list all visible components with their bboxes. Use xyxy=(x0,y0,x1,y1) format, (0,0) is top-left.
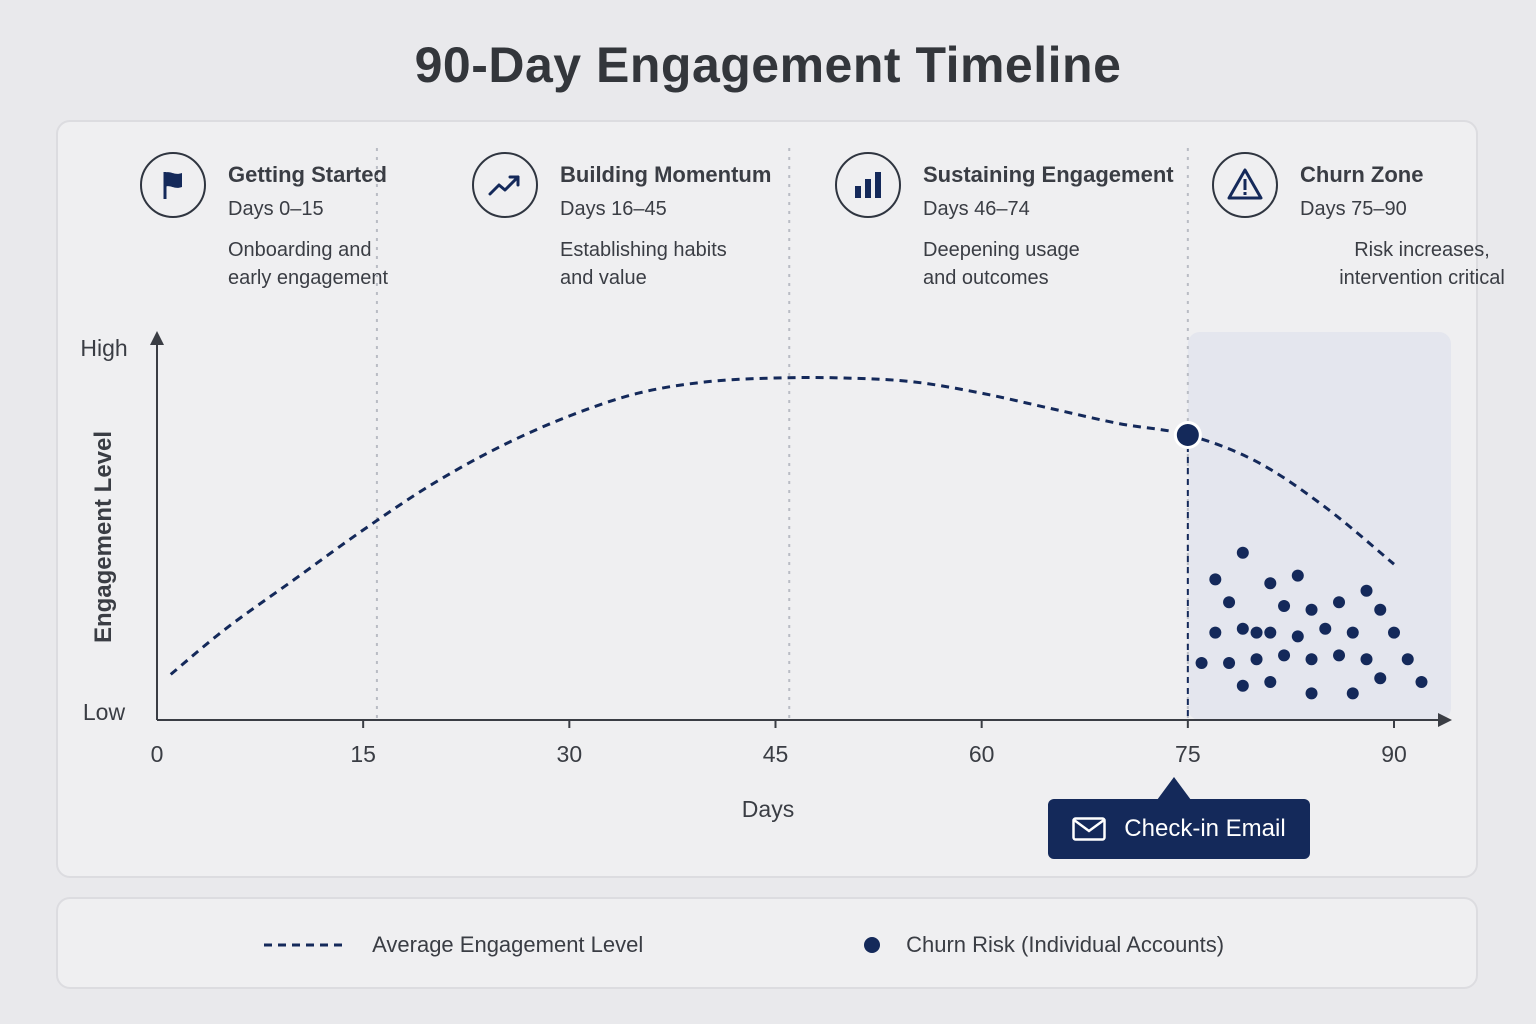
churn-risk-point xyxy=(1250,626,1263,639)
churn-risk-point xyxy=(1374,672,1387,685)
churn-risk-point xyxy=(1278,600,1291,612)
x-axis-label: Days xyxy=(742,796,794,822)
churn-risk-point xyxy=(1346,626,1359,639)
churn-risk-point xyxy=(1236,546,1249,559)
annotation-marker xyxy=(1176,424,1199,446)
warning-icon xyxy=(1212,152,1278,218)
churn-risk-point xyxy=(1209,573,1222,586)
legend-line-label: Average Engagement Level xyxy=(372,932,644,958)
phase-description: Establishing habits and value xyxy=(560,239,727,289)
x-tick-label: 75 xyxy=(1175,741,1201,767)
phase-title: Churn Zone xyxy=(1300,162,1424,187)
churn-risk-point xyxy=(1195,657,1208,669)
legend-item-line: Average Engagement Level xyxy=(262,931,643,958)
mail-icon xyxy=(1072,817,1107,841)
phase-description: Onboarding and early engagement xyxy=(228,239,389,289)
phase-range: Days 16–45 xyxy=(560,198,667,220)
callout-pointer xyxy=(1157,777,1191,800)
check-in-email-label: Check-in Email xyxy=(1124,815,1286,842)
churn-risk-point xyxy=(1360,584,1373,597)
churn-risk-point xyxy=(1360,653,1373,666)
x-axis-arrow xyxy=(1438,713,1452,727)
churn-risk-point xyxy=(1278,649,1291,662)
y-axis-label: Engagement Level xyxy=(90,431,117,643)
churn-risk-point xyxy=(1223,596,1236,609)
bar-chart-icon xyxy=(835,152,901,218)
x-tick-label: 45 xyxy=(763,741,789,767)
churn-risk-point xyxy=(1264,626,1277,639)
legend-card xyxy=(56,897,1478,989)
y-tick-label-high: High xyxy=(80,335,127,361)
y-axis-arrow xyxy=(150,331,164,345)
churn-risk-point xyxy=(1291,630,1304,643)
x-tick-label: 30 xyxy=(557,741,583,767)
dot-swatch xyxy=(864,937,880,954)
churn-risk-point xyxy=(1401,653,1414,666)
phase-range: Days 0–15 xyxy=(228,198,324,220)
churn-risk-point xyxy=(1388,626,1400,639)
x-tick-label: 60 xyxy=(969,741,995,767)
churn-risk-point xyxy=(1415,676,1428,688)
churn-risk-point xyxy=(1264,676,1277,688)
churn-risk-point xyxy=(1236,679,1249,692)
churn-risk-point xyxy=(1223,657,1236,669)
churn-risk-point xyxy=(1305,653,1318,666)
churn-risk-point xyxy=(1305,603,1318,616)
x-tick-label: 90 xyxy=(1381,741,1407,767)
phase-range: Days 46–74 xyxy=(923,198,1030,220)
phase-range: Days 75–90 xyxy=(1300,198,1407,220)
churn-risk-point xyxy=(1319,622,1332,635)
churn-risk-point xyxy=(1333,649,1346,662)
flag-icon xyxy=(140,152,206,218)
phase-description: Risk increases, intervention critical xyxy=(1339,239,1505,289)
trend-up-icon xyxy=(472,152,538,218)
churn-risk-point xyxy=(1291,569,1304,582)
check-in-email-button[interactable]: Check-in Email xyxy=(1048,799,1310,859)
churn-risk-point xyxy=(1305,687,1318,700)
x-tick-label: 0 xyxy=(151,741,164,767)
phase-title: Building Momentum xyxy=(560,162,772,187)
y-tick-label-low: Low xyxy=(83,699,126,725)
x-tick-label: 15 xyxy=(350,741,376,767)
phase-title: Sustaining Engagement xyxy=(923,162,1174,187)
churn-risk-point xyxy=(1333,596,1346,609)
churn-risk-point xyxy=(1374,603,1387,616)
churn-risk-point xyxy=(1264,577,1277,590)
legend-dot-label: Churn Risk (Individual Accounts) xyxy=(906,932,1225,958)
churn-zone-region xyxy=(1187,332,1451,720)
legend-item-dot: Churn Risk (Individual Accounts) xyxy=(862,931,1224,958)
page-title: 90-Day Engagement Timeline xyxy=(414,37,1122,93)
churn-risk-point xyxy=(1250,653,1263,666)
phase-description: Deepening usage and outcomes xyxy=(923,239,1080,289)
phase-title: Getting Started xyxy=(228,162,387,187)
churn-risk-point xyxy=(1346,687,1359,700)
dashed-line-swatch xyxy=(264,943,342,947)
churn-risk-point xyxy=(1209,626,1222,639)
churn-risk-point xyxy=(1236,622,1249,635)
